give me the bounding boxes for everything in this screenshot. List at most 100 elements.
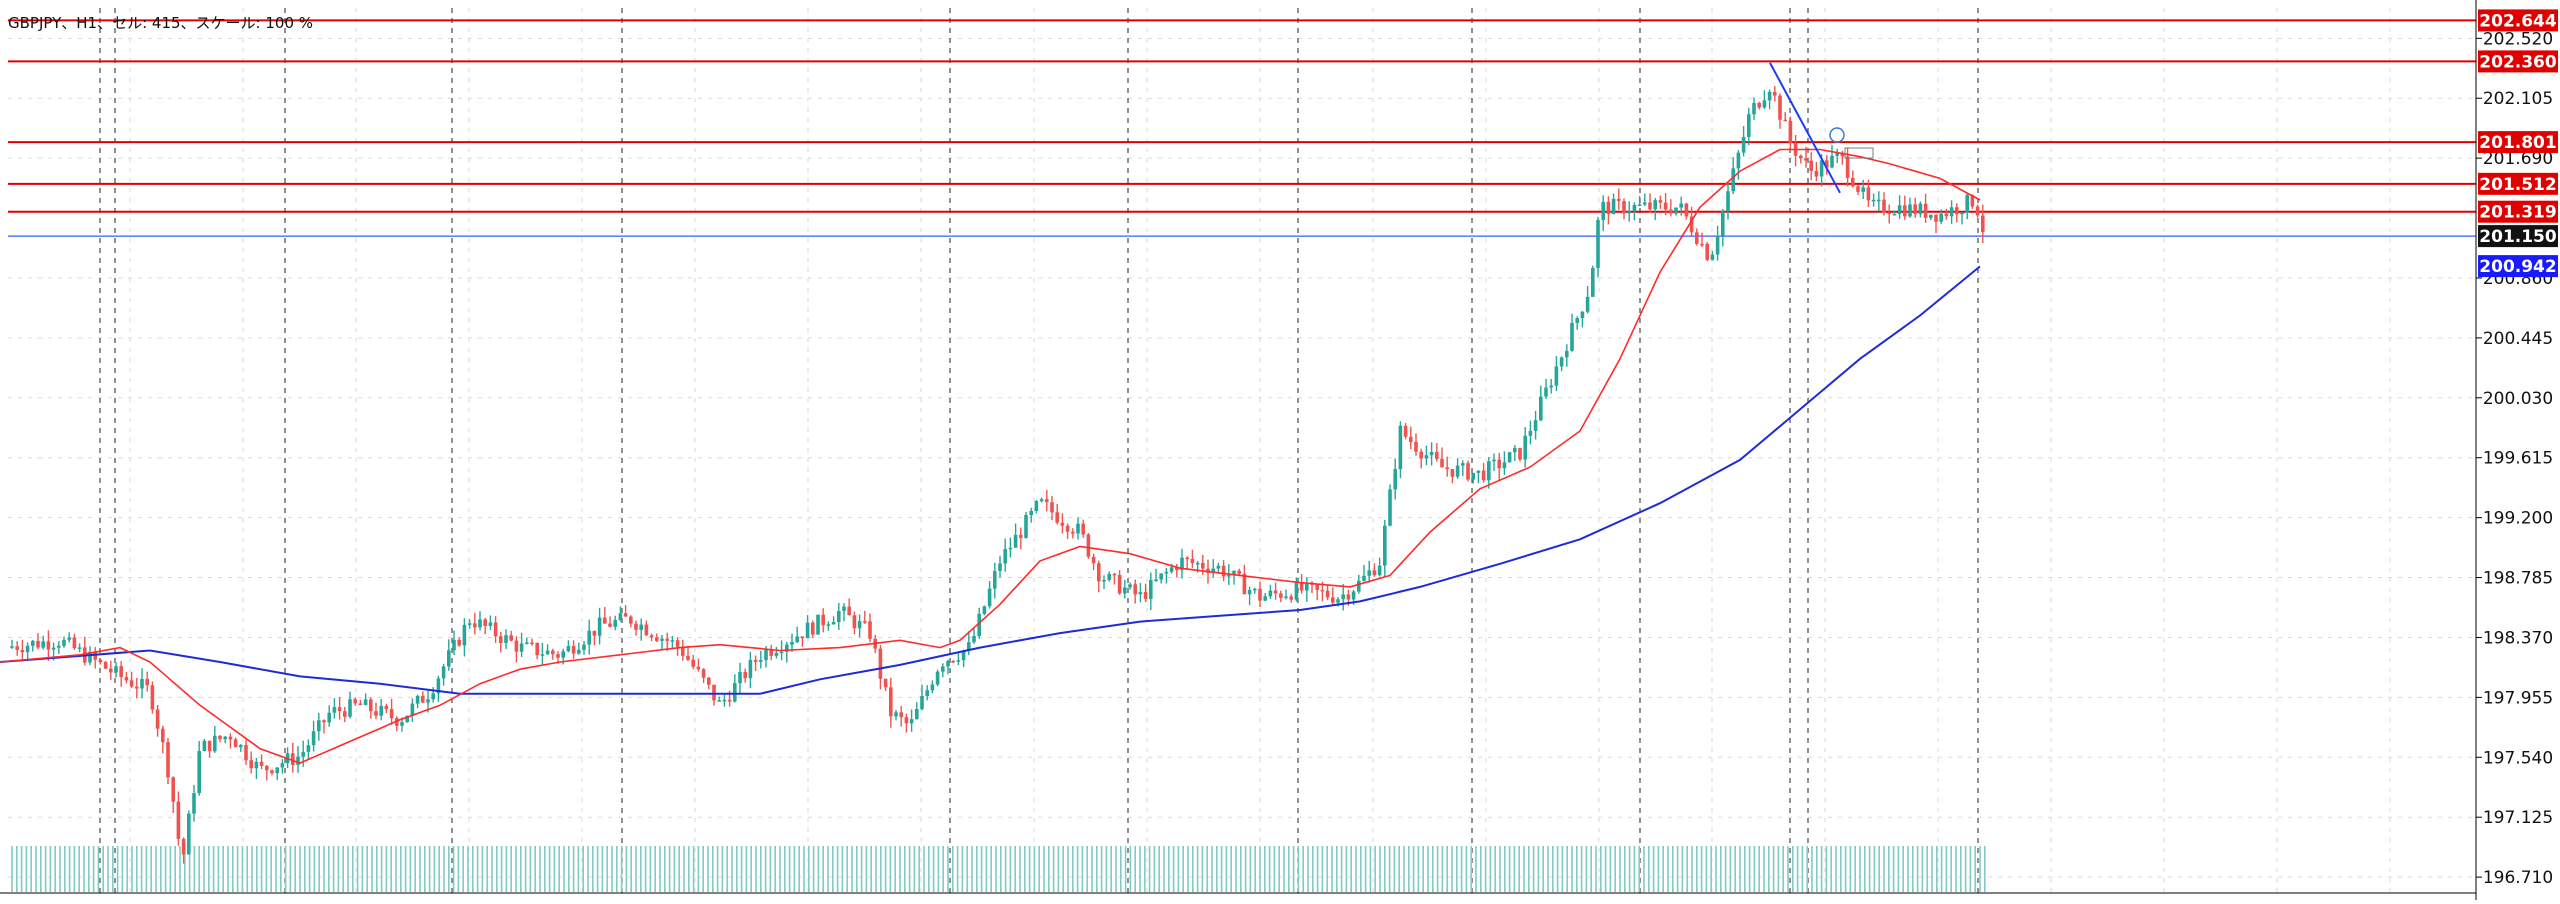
candle-body (233, 739, 238, 748)
candle-body (291, 753, 295, 766)
candle-body (644, 624, 649, 636)
price-level-lines[interactable] (8, 19, 2476, 237)
candle-body (358, 703, 363, 705)
candle-body (1518, 447, 1522, 460)
candle-body (1549, 385, 1553, 388)
candle-body (1970, 195, 1975, 207)
candle-body (1778, 95, 1782, 120)
candle-body (1086, 534, 1091, 557)
candle-body (1242, 573, 1247, 595)
price-level-tag-label: 201.512 (2479, 175, 2556, 195)
price-level-tag (2478, 50, 2558, 73)
anchor-marker[interactable] (1829, 127, 1845, 143)
candle-body (1221, 565, 1226, 577)
candle-body (415, 695, 420, 704)
candle-body (421, 695, 425, 703)
candle-body (1804, 158, 1808, 161)
candle-body (254, 761, 259, 769)
candle-body (452, 639, 456, 651)
candle-body (77, 647, 82, 649)
candle-body (1424, 455, 1429, 459)
candle-body (977, 613, 981, 636)
candle-body (1112, 573, 1117, 576)
candle-body (639, 624, 643, 630)
candle-body (228, 736, 233, 740)
candle-body (1747, 114, 1751, 138)
candle-body (374, 711, 378, 716)
candle-body (1247, 590, 1252, 595)
candle-body (462, 624, 467, 646)
candle-body (1003, 549, 1007, 564)
candle-body (987, 588, 992, 607)
candle-body (327, 712, 331, 723)
candle-body (1351, 591, 1356, 600)
ma-slow-line (0, 265, 1981, 695)
price-tick-label: 199.200 (2483, 509, 2553, 529)
candle-body (197, 750, 201, 794)
candle-body (473, 623, 477, 628)
candle-body (353, 699, 357, 704)
candle-body (379, 705, 383, 716)
candle-body (961, 650, 966, 661)
candle-body (1185, 557, 1189, 560)
candle-body (525, 642, 529, 644)
candle-body (790, 641, 794, 645)
candle-body (774, 653, 779, 656)
candle-body (1544, 387, 1548, 397)
candle-body (1965, 195, 1969, 213)
candle-body (1398, 425, 1403, 470)
candle-body (426, 699, 430, 703)
session-separators (99, 8, 1979, 893)
candle-body (764, 649, 768, 661)
candle-body (280, 763, 285, 768)
candle-body (192, 793, 196, 814)
trendline[interactable] (1769, 62, 1841, 194)
candle-body (915, 709, 919, 720)
candle-body (129, 680, 134, 687)
candle-body (1419, 451, 1423, 459)
price-tick-label: 196.710 (2483, 868, 2553, 888)
candle-body (1211, 568, 1215, 573)
candle-body (1346, 594, 1351, 600)
candle-body (1034, 501, 1039, 511)
candle-body (1294, 582, 1299, 600)
candle-body (1299, 582, 1304, 591)
candle-body (545, 650, 550, 655)
candle-body (1559, 357, 1564, 367)
candle-body (1201, 562, 1205, 569)
candle-body (187, 813, 191, 855)
candle-body (275, 767, 279, 774)
trendline-objects[interactable] (1769, 62, 1874, 194)
candle-body (1913, 204, 1917, 215)
candle-body (1700, 243, 1704, 246)
candle-body (410, 703, 415, 716)
candle-body (993, 570, 997, 589)
candle-body (1232, 570, 1236, 576)
candle-body (727, 699, 732, 702)
candle-body (1622, 201, 1626, 214)
candle-body (1601, 201, 1605, 221)
candle-body (514, 640, 519, 652)
candle-body (1471, 472, 1475, 480)
candle-body (296, 756, 300, 766)
candle-body (738, 671, 742, 684)
candle-body (691, 659, 695, 667)
candle-body (36, 640, 40, 648)
candle-body (1679, 203, 1683, 208)
object-marker[interactable] (1844, 147, 1874, 159)
candle-body (1975, 206, 1980, 216)
candle-body (1762, 100, 1767, 108)
candle-body (972, 635, 976, 643)
candle-body (655, 637, 659, 641)
candle-body (1409, 436, 1413, 443)
candle-body (1814, 170, 1819, 177)
candle-body (863, 621, 867, 623)
candle-body (847, 606, 851, 616)
candle-body (218, 735, 222, 740)
candle-body (1882, 199, 1886, 213)
candle-body (1362, 575, 1366, 581)
candle-body (67, 637, 71, 640)
candle-body (1175, 567, 1179, 571)
